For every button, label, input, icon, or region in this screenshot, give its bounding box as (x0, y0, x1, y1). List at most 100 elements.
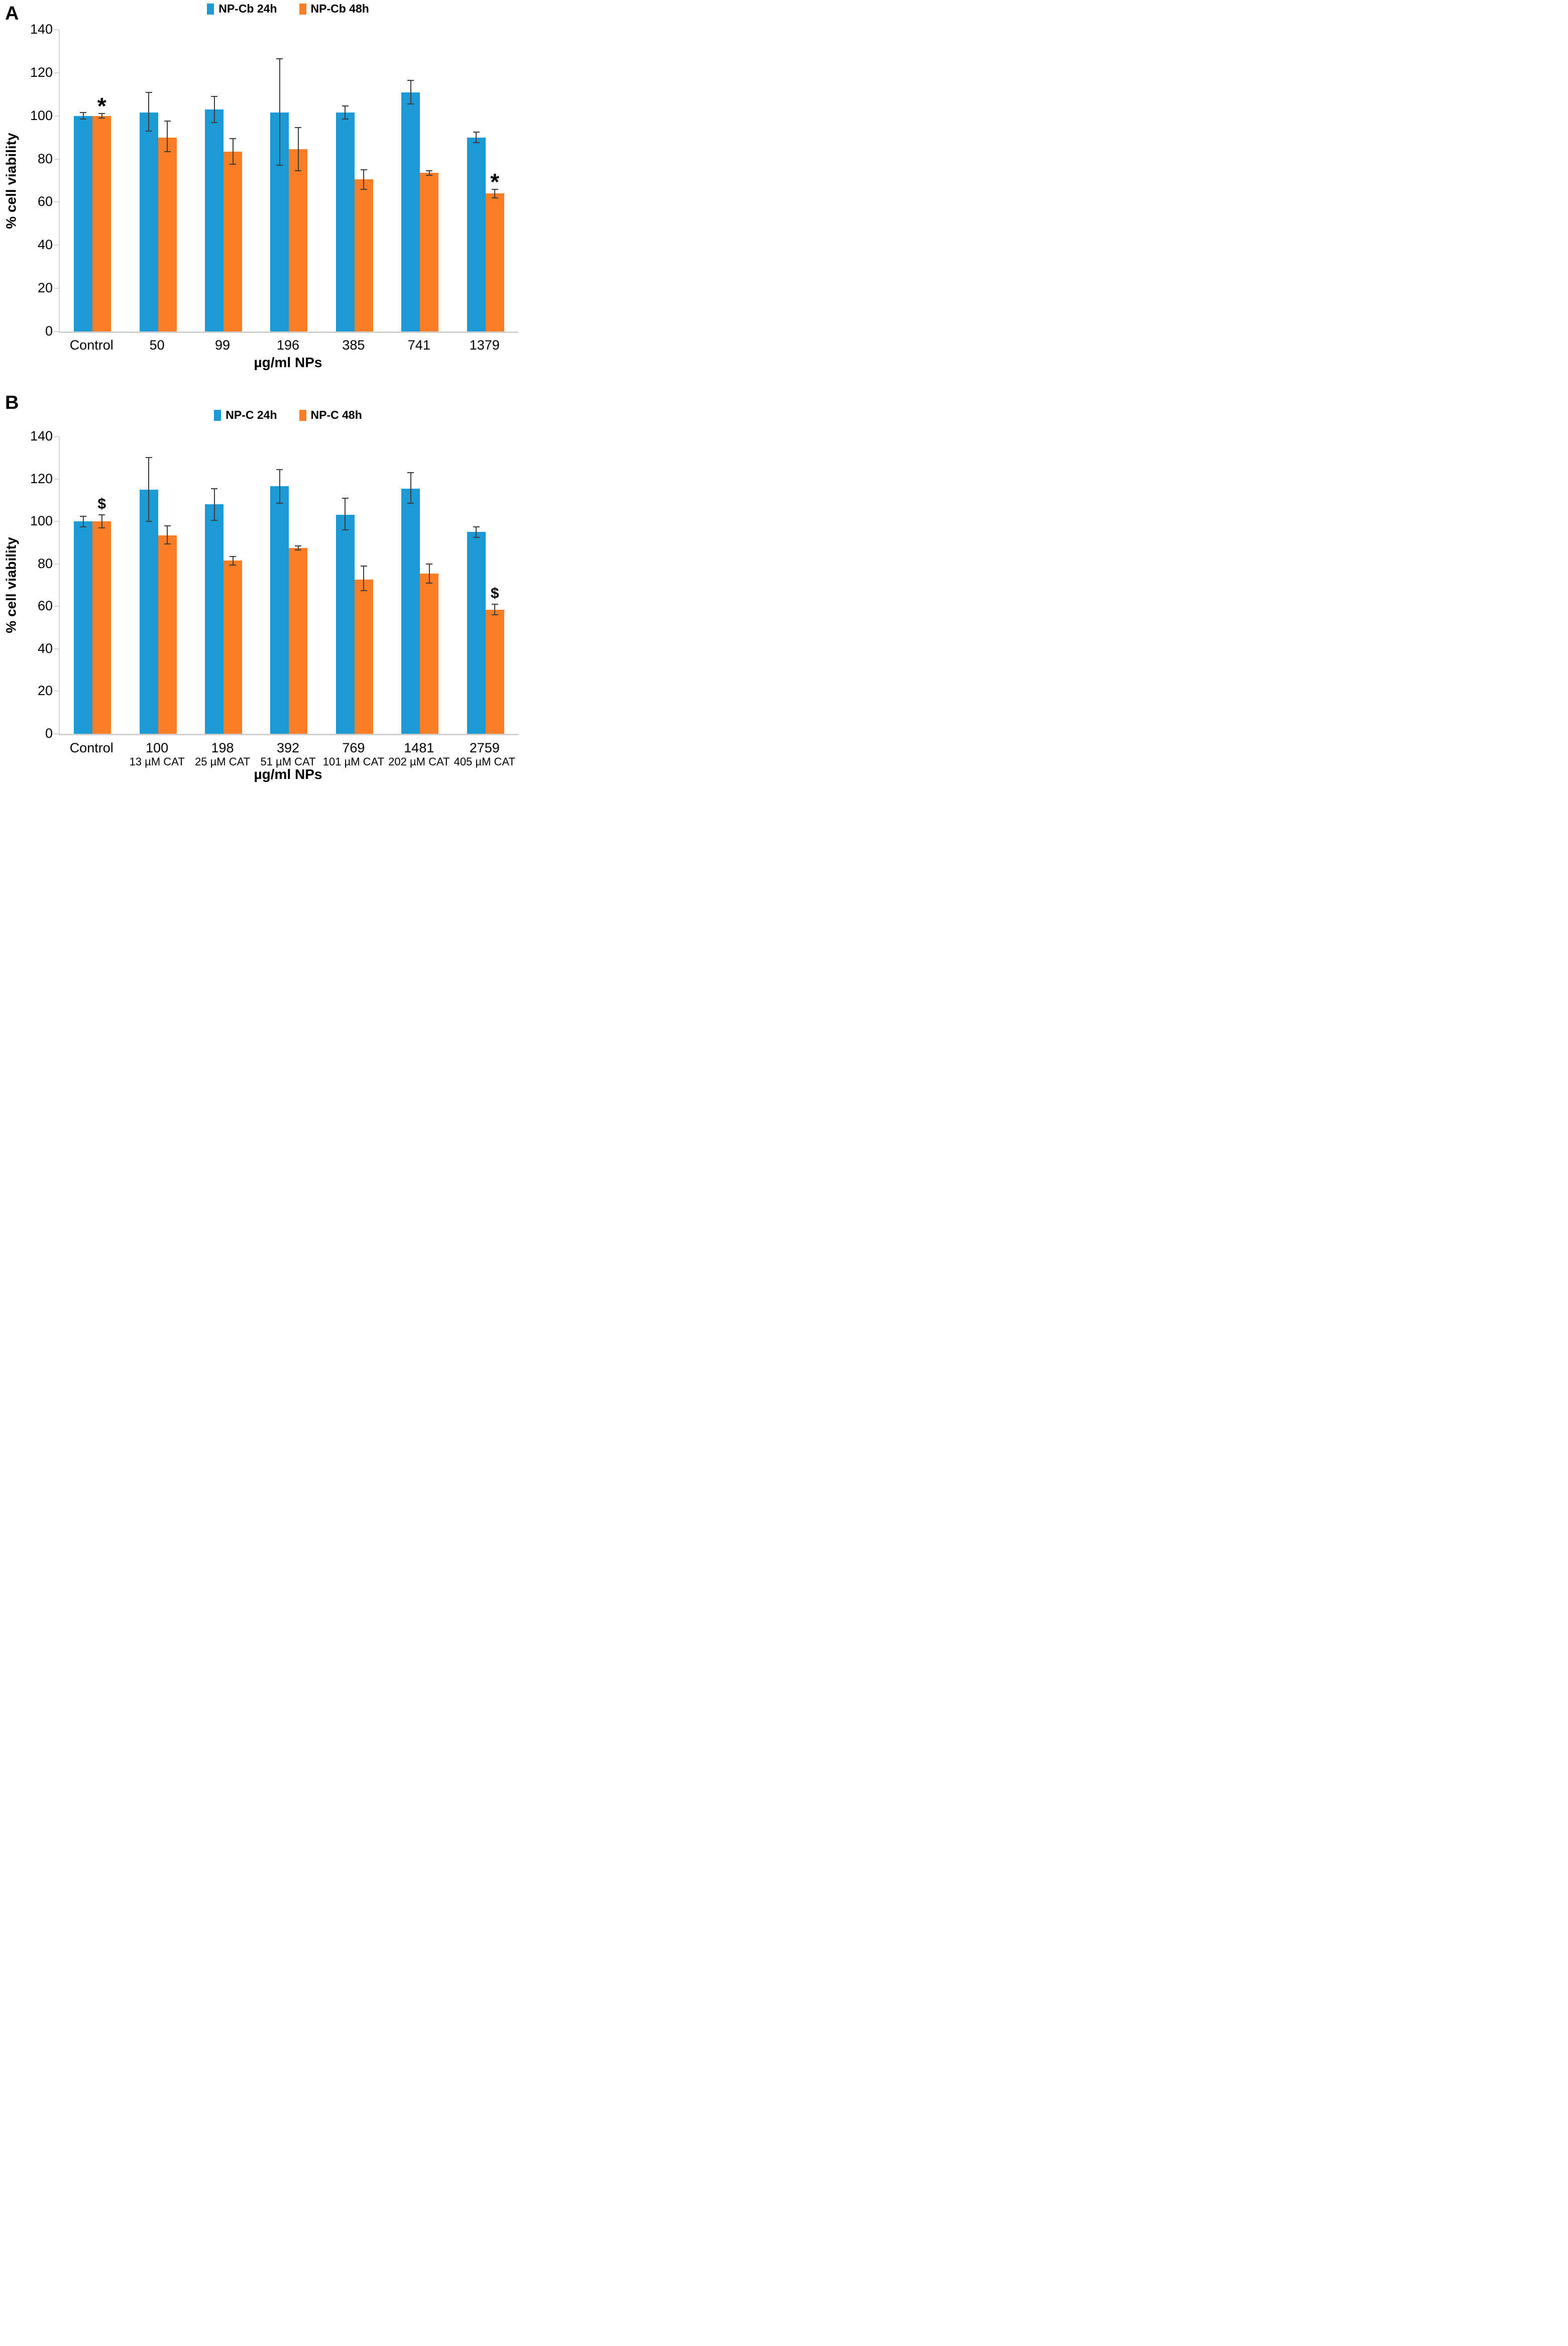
error-bar-cap-bottom (211, 520, 218, 521)
x-tick-label: 1379 (469, 338, 500, 353)
x-axis-labels: Control 100 13 µM CAT 198 25 µM CAT 392 51 µM … (59, 740, 517, 768)
bar-slot-np-c-24h-100 (139, 436, 158, 734)
error-bar-cap-bottom (360, 590, 367, 591)
y-tick-label-40: 40 (37, 640, 53, 656)
error-bar-line (82, 113, 84, 120)
y-tick-label-0: 0 (45, 726, 53, 741)
error-bar-cap-top (276, 469, 283, 470)
x-tick-label: 741 (407, 338, 430, 353)
error-bar-cap-top (164, 121, 171, 122)
error-bar-line (279, 469, 280, 504)
bar-np-cb-48h-385 (354, 179, 373, 331)
bar-np-c-48h-392 (289, 548, 308, 734)
bar-slot-np-cb-48h-99 (223, 30, 243, 331)
legend-swatch-np-cb-24h (207, 3, 214, 15)
bar-groups: $ $ (60, 436, 518, 734)
error-bar-line (345, 498, 346, 530)
error-bar-cap-bottom (230, 164, 237, 165)
error-bar-line (213, 96, 215, 123)
y-tick-mark (54, 691, 59, 692)
legend-swatch-np-c-48h (299, 409, 306, 421)
y-tick-mark (54, 436, 59, 437)
error-bar-cap-bottom (426, 582, 433, 584)
y-tick-label-140: 140 (30, 428, 53, 443)
error-bar-line (101, 114, 102, 119)
error-bar-cap-bottom (407, 103, 414, 105)
legend-item-np-c-24h: NP-C 24h (214, 408, 277, 422)
error-bar-cap-bottom (230, 564, 237, 566)
y-tick-label-60: 60 (37, 598, 53, 614)
error-bar-line (148, 92, 150, 131)
error-bar-cap-bottom (295, 170, 302, 172)
error-bar-cap-bottom (295, 549, 302, 551)
x-tick-2759: 2759 405 µM CAT (452, 740, 517, 768)
bar-slot-np-c-48h-198 (223, 436, 243, 734)
error-bar-cap-bottom (473, 536, 480, 538)
bar-slot-np-cb-24h-385 (335, 30, 355, 331)
x-tick-label: 769 (342, 740, 365, 755)
error-bar-cap-top (360, 169, 367, 171)
error-bar-line (476, 132, 477, 143)
panel-b: B NP-C 24h NP-C 48h % cell viability $ $ 0… (0, 389, 523, 782)
bar-slot-np-cb-24h-50 (139, 30, 158, 331)
bar-slot-np-cb-48h-control: * (92, 30, 111, 331)
error-bar-cap-bottom (98, 118, 105, 119)
bar-np-c-24h-769 (335, 515, 355, 734)
error-bar-cap-bottom (407, 503, 414, 504)
error-bar-cap-bottom (98, 527, 105, 528)
x-tick-label: 99 (215, 338, 231, 353)
bar-slot-np-c-48h-100 (158, 436, 177, 734)
error-bar-cap-top (491, 604, 498, 605)
bar-np-cb-48h-741 (420, 173, 439, 331)
legend-item-np-cb-48h: NP-Cb 48h (299, 2, 369, 16)
x-axis-title: µg/ml NPs (254, 355, 322, 370)
bar-np-cb-48h-196 (289, 149, 308, 331)
bar-np-c-24h-1481 (401, 488, 420, 734)
bar-slot-np-c-24h-198 (205, 436, 224, 734)
error-bar-line (232, 556, 234, 565)
error-bar-cap-top (230, 555, 237, 557)
bar-slot-np-c-48h-control: $ (92, 436, 111, 734)
legend-swatch-np-c-24h (214, 409, 221, 421)
error-bar-line (279, 58, 280, 166)
error-bar-line (101, 515, 102, 528)
y-tick-label-100: 100 (30, 107, 53, 123)
bar-np-c-24h-198 (205, 504, 224, 734)
error-bar-cap-top (473, 131, 480, 133)
error-bar-line (167, 121, 168, 152)
bar-slot-np-c-48h-2759: $ (485, 436, 504, 734)
x-tick-50: 50 (124, 338, 189, 353)
x-tick-741: 741 (386, 338, 452, 353)
x-tick-label: 50 (149, 338, 165, 353)
legend: NP-C 24h NP-C 48h (59, 408, 517, 422)
bar-slot-np-cb-24h-99 (205, 30, 224, 331)
bar-groups: * * (60, 30, 518, 331)
error-bar-line (297, 128, 299, 171)
error-bar-cap-bottom (211, 122, 218, 123)
y-tick-mark (54, 72, 59, 73)
y-tick-label-20: 20 (37, 683, 53, 699)
bar-np-c-24h-100 (139, 489, 158, 734)
error-bar-line (494, 604, 496, 615)
bar-np-c-48h-control (92, 521, 111, 734)
significance-marker-np-cb-48h-control: * (97, 93, 106, 120)
bar-np-cb-48h-control (92, 116, 111, 331)
y-tick-label-140: 140 (30, 22, 53, 37)
legend-item-np-cb-24h: NP-Cb 24h (207, 2, 277, 16)
x-tick-control: Control (59, 338, 124, 353)
y-tick-mark (54, 606, 59, 607)
bar-slot-np-c-48h-392 (289, 436, 308, 734)
bar-np-c-48h-2759 (485, 609, 504, 734)
y-tick-mark (54, 478, 59, 480)
error-bar-cap-top (473, 526, 480, 527)
error-bar-cap-top (98, 113, 105, 115)
bar-slot-np-c-24h-2759 (467, 436, 486, 734)
error-bar-cap-top (211, 488, 218, 489)
error-bar-line (363, 566, 365, 591)
x-tick-99: 99 (190, 338, 255, 353)
x-tick-sublabel: 13 µM CAT (129, 755, 185, 768)
y-axis-title-wrap: % cell viability (0, 436, 23, 734)
y-tick-mark (54, 733, 59, 734)
bar-slot-np-c-24h-1481 (401, 436, 420, 734)
error-bar-cap-top (342, 497, 349, 499)
